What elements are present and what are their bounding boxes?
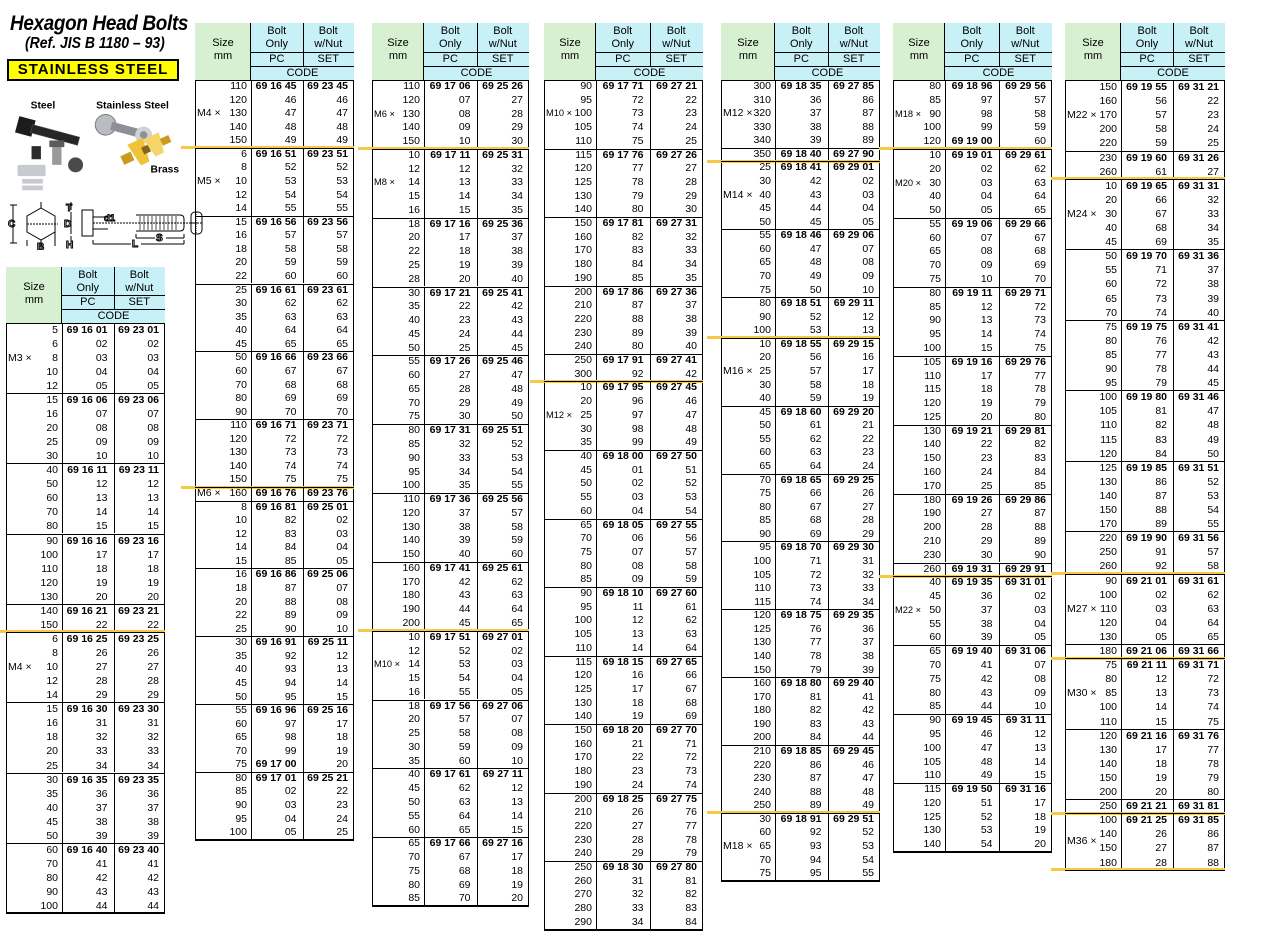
svg-text:B: B (37, 242, 44, 250)
svg-text:C: C (8, 219, 15, 230)
svg-text:H: H (66, 240, 73, 250)
svg-text:Brass: Brass (151, 164, 180, 175)
svg-text:d1: d1 (104, 213, 116, 224)
svg-text:D: D (64, 219, 71, 230)
svg-text:Steel: Steel (31, 101, 56, 112)
svg-text:L: L (132, 239, 138, 250)
svg-text:Stainless Steel: Stainless Steel (96, 101, 169, 112)
svg-text:S: S (156, 233, 163, 244)
